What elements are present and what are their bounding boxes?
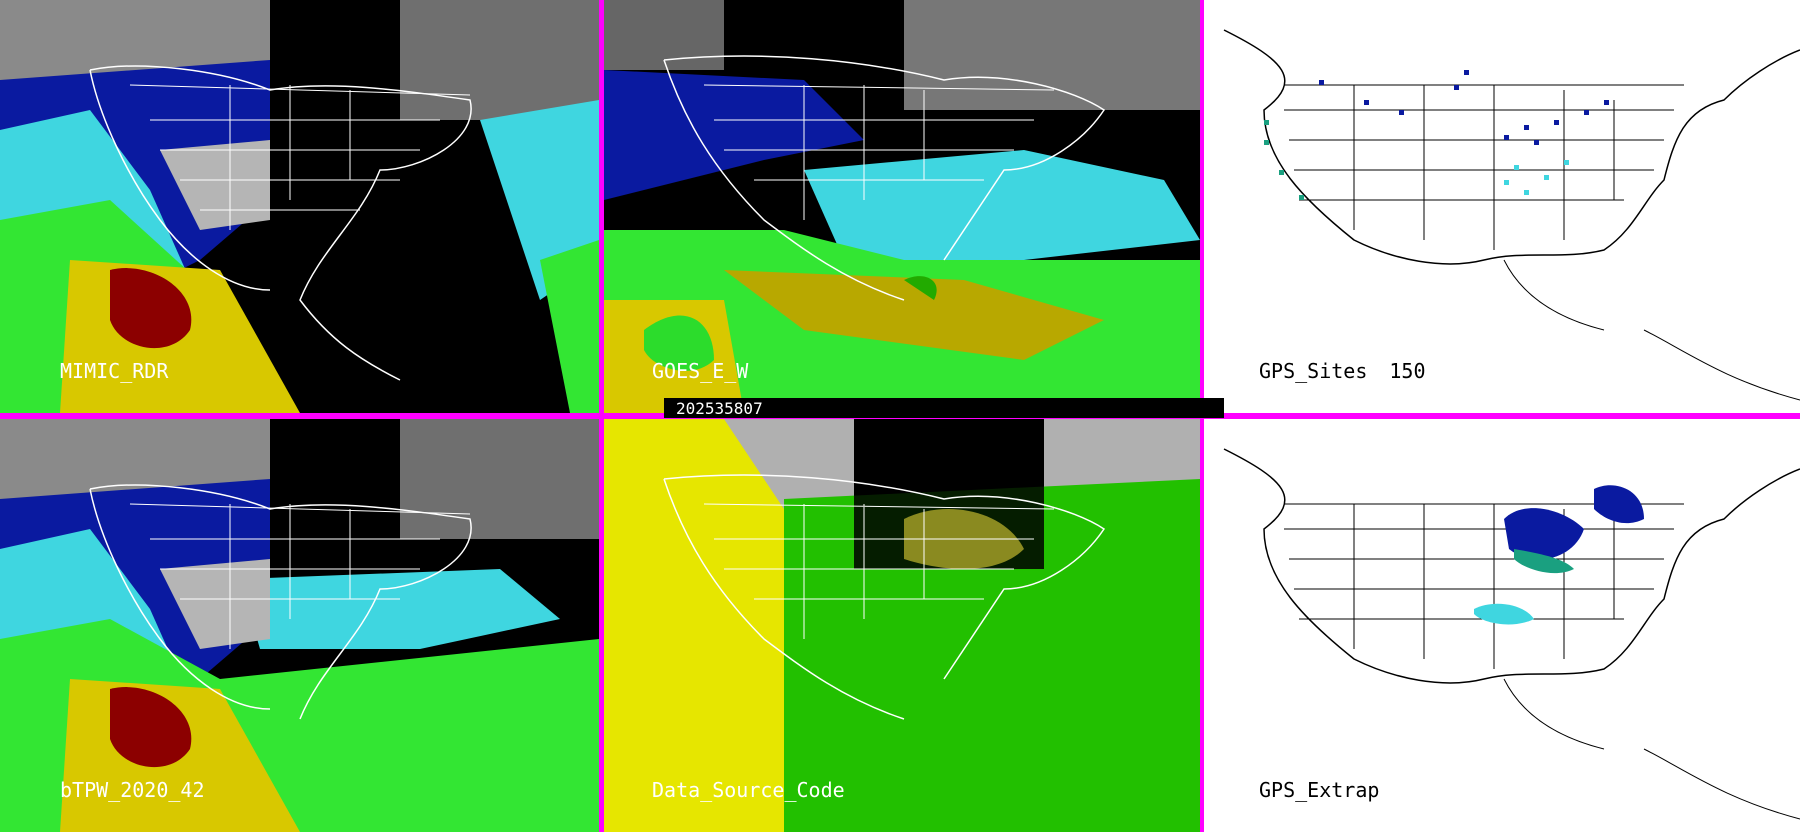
data-source-panel: Data_Source_Code (604, 419, 1200, 832)
gps-extrap-panel: GPS_Extrap (1204, 419, 1800, 832)
gps-sites-title: GPS_Sites (1259, 359, 1367, 383)
mimic-label: MIMIC_RDR (60, 359, 169, 383)
gps-sites-count: 150 (1389, 359, 1425, 383)
data-source-map: Data_Source_Code (604, 419, 1200, 832)
mimic-map: MIMIC_RDR (0, 0, 599, 413)
timestamp-bar (664, 398, 1224, 418)
timestamp-text: 202535807 (676, 399, 763, 418)
gps-extrap-map: GPS_Extrap (1204, 419, 1800, 832)
goes-map: GOES_E_W (604, 0, 1200, 413)
btpw-panel: bTPW_2020_42 (0, 419, 599, 832)
mimic-panel: MIMIC_RDR (0, 0, 599, 413)
data-source-label: Data_Source_Code (652, 778, 845, 802)
gps-sites-panel: GPS_Sites 150 (1204, 0, 1800, 413)
goes-label: GOES_E_W (652, 359, 749, 383)
gps-extrap-label: GPS_Extrap (1259, 778, 1379, 802)
gps-sites-label: GPS_Sites 150 (1259, 359, 1426, 383)
btpw-label: bTPW_2020_42 (60, 778, 205, 802)
goes-panel: GOES_E_W (604, 0, 1200, 413)
gps-sites-map: GPS_Sites 150 (1204, 0, 1800, 413)
btpw-map: bTPW_2020_42 (0, 419, 599, 832)
